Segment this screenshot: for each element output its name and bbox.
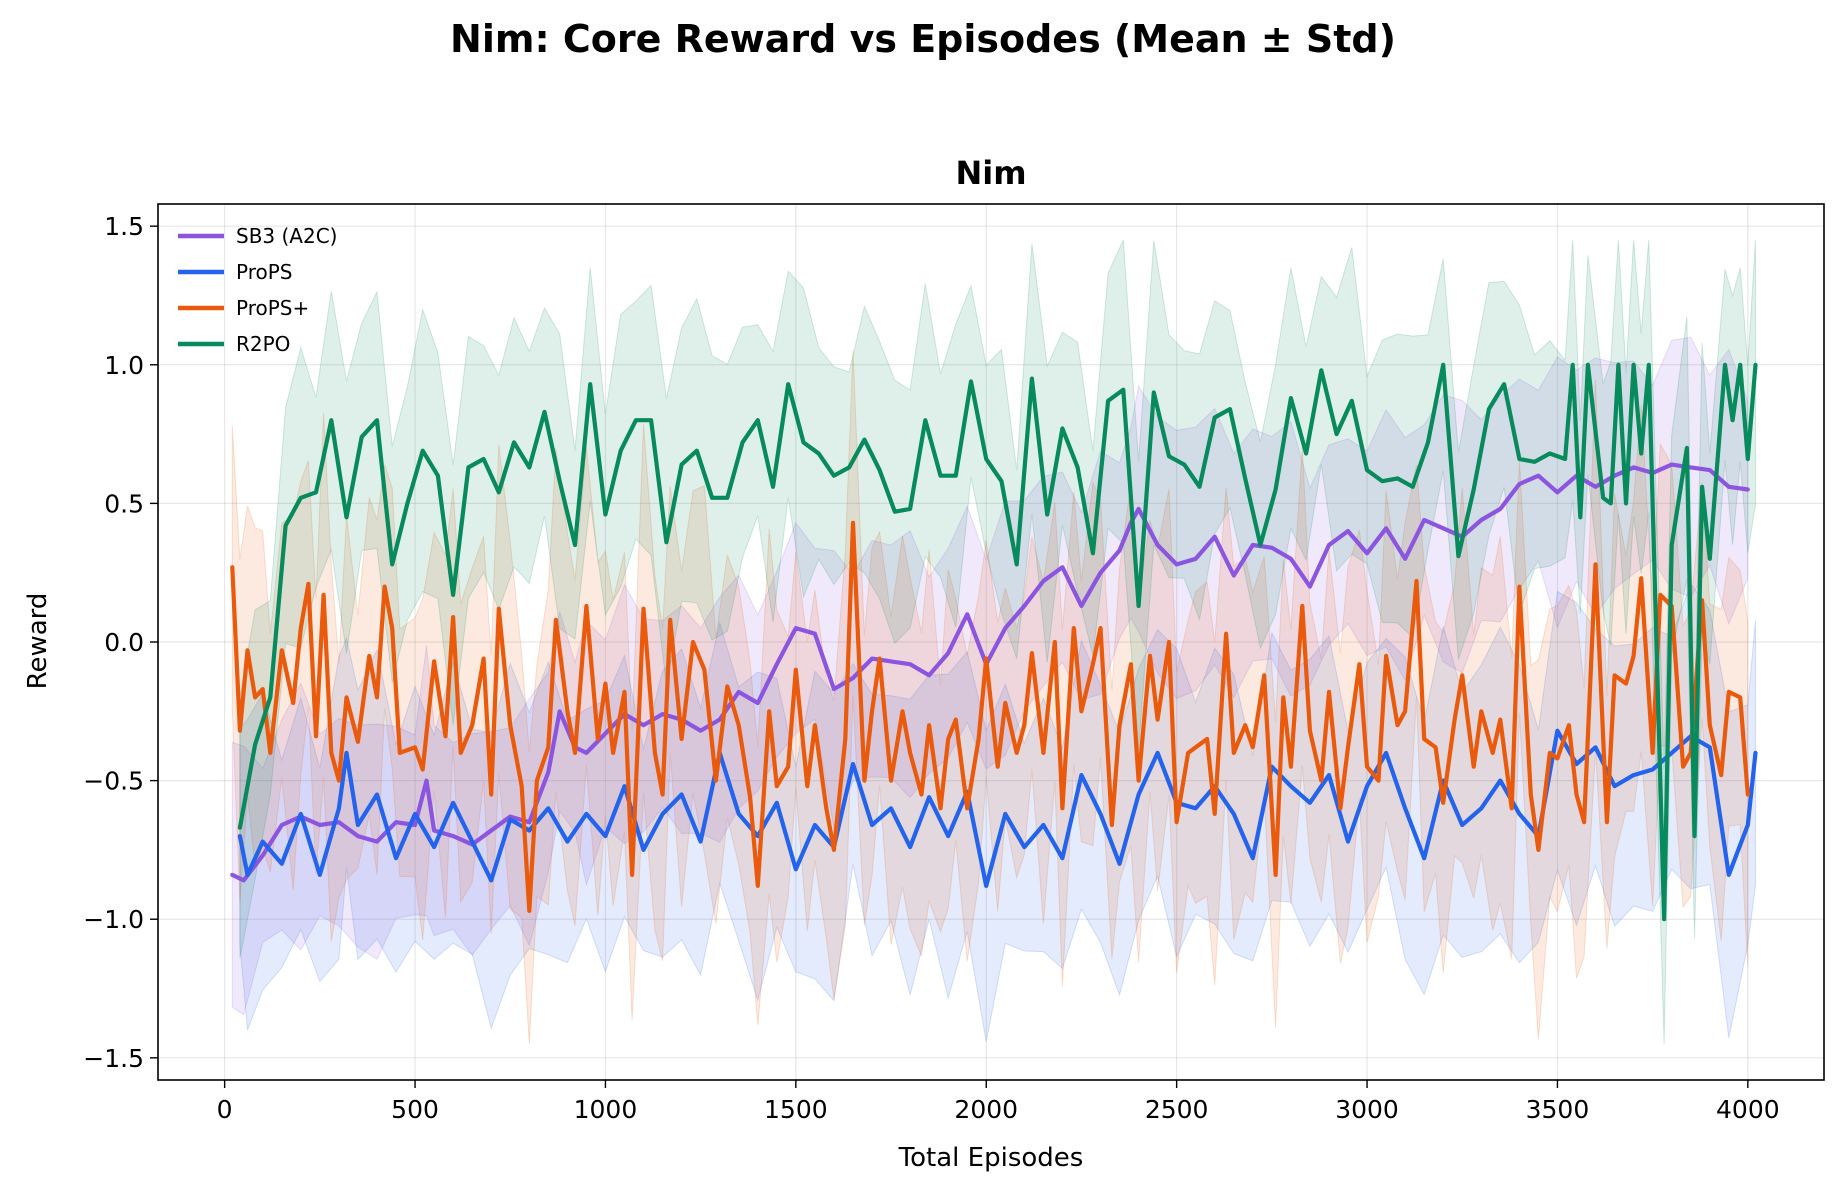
y-tick-label: 1.5 <box>104 212 144 241</box>
series-line-3 <box>237 362 1758 922</box>
x-tick-label: 3500 <box>1526 1095 1590 1124</box>
series-line-2 <box>230 520 1750 913</box>
x-tick-label: 1000 <box>574 1095 638 1124</box>
y-tick-label: 1.0 <box>104 351 144 380</box>
chart-suptitle: Nim: Core Reward vs Episodes (Mean ± Std… <box>450 17 1396 61</box>
series-line-1 <box>237 728 1758 888</box>
x-tick-label: 3000 <box>1335 1095 1399 1124</box>
x-tick-label: 0 <box>217 1095 233 1124</box>
std-band-3 <box>239 239 1756 1045</box>
legend: SB3 (A2C) ProPS ProPS+ R2PO <box>178 224 337 356</box>
x-tick-label: 2500 <box>1145 1095 1209 1124</box>
y-tick-label: −0.5 <box>83 767 144 796</box>
legend-label: ProPS+ <box>236 296 309 320</box>
std-band-1 <box>239 582 1756 1042</box>
y-tick-label: 0.0 <box>104 628 144 657</box>
std-bands <box>231 239 1756 1045</box>
legend-label: SB3 (A2C) <box>236 224 337 248</box>
y-tick-label: 0.5 <box>104 489 144 518</box>
axis-ticks: 0 500 1000 1500 2000 2500 3000 3500 4000 −1.5 −1.0… <box>83 212 1779 1124</box>
y-axis-label: Reward <box>23 593 53 690</box>
series-line-0 <box>230 462 1750 883</box>
legend-label: ProPS <box>236 260 292 284</box>
x-tick-label: 4000 <box>1716 1095 1780 1124</box>
y-tick-label: −1.0 <box>83 905 144 934</box>
legend-label: R2PO <box>236 332 290 356</box>
y-tick-label: −1.5 <box>83 1044 144 1073</box>
series-lines <box>230 362 1758 922</box>
x-tick-label: 500 <box>391 1095 439 1124</box>
x-axis-label: Total Episodes <box>898 1143 1084 1173</box>
x-tick-label: 2000 <box>954 1095 1018 1124</box>
grid <box>158 204 1824 1080</box>
chart-title: Nim <box>955 154 1026 192</box>
x-tick-label: 1500 <box>764 1095 828 1124</box>
